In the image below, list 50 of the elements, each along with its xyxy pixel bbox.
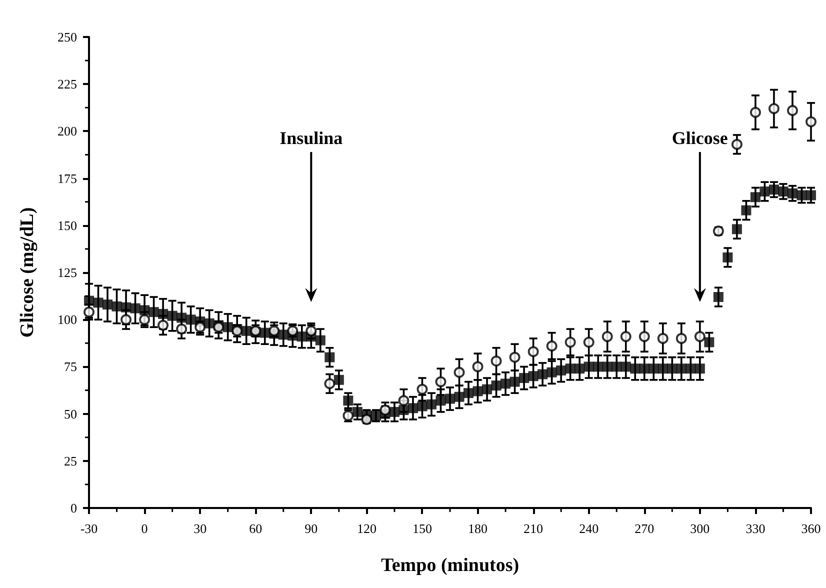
point xyxy=(564,336,576,348)
x-tick-label: 300 xyxy=(690,521,710,536)
point xyxy=(435,376,446,388)
x-tick-label: 240 xyxy=(579,521,599,536)
x-tick-label: 90 xyxy=(304,521,318,536)
y-tick-label: 125 xyxy=(58,265,77,280)
point xyxy=(638,331,650,342)
point xyxy=(602,331,613,342)
point xyxy=(786,104,798,116)
y-tick-label: 150 xyxy=(58,218,77,233)
y-tick-label: 75 xyxy=(64,359,77,374)
x-tick-label: 30 xyxy=(194,521,207,536)
point xyxy=(546,340,558,352)
x-tick-label: 120 xyxy=(356,521,376,536)
x-tick-label: 360 xyxy=(801,521,821,536)
point xyxy=(806,116,816,128)
x-tick-label: -30 xyxy=(80,521,98,536)
x-tick-label: 0 xyxy=(141,521,148,536)
y-tick-label: 175 xyxy=(58,170,77,186)
y-tick-label: 225 xyxy=(58,76,77,92)
point xyxy=(657,332,668,344)
y-tick-label: 100 xyxy=(58,312,77,328)
point xyxy=(490,356,502,367)
point xyxy=(676,332,687,344)
point xyxy=(472,361,484,372)
x-tick-label: 180 xyxy=(468,521,488,536)
x-tick-label: 60 xyxy=(249,521,262,536)
point xyxy=(454,366,465,378)
point xyxy=(528,346,539,358)
x-tick-label: 210 xyxy=(524,521,544,536)
point xyxy=(620,331,632,342)
x-tick-label: 330 xyxy=(746,521,766,536)
y-axis-title: Glicose (mg/dL) xyxy=(17,207,38,338)
point xyxy=(768,103,780,114)
point xyxy=(750,106,761,118)
y-tick-label: 25 xyxy=(64,453,77,468)
x-tick-label: 150 xyxy=(412,521,432,536)
point xyxy=(509,352,520,363)
y-tick-label: 200 xyxy=(58,124,77,139)
x-axis-title: Tempo (minutos) xyxy=(380,555,520,576)
point xyxy=(731,138,742,150)
x-tick-label: 270 xyxy=(634,521,654,536)
y-tick-label: 250 xyxy=(58,30,77,44)
y-tick-label: 50 xyxy=(64,406,77,422)
point xyxy=(324,378,336,390)
ref-line-label: Glicose xyxy=(672,128,728,148)
ref-line-label: Insulina xyxy=(280,128,343,148)
point xyxy=(694,331,706,342)
point xyxy=(583,336,594,348)
y-tick-label: 0 xyxy=(70,500,77,516)
